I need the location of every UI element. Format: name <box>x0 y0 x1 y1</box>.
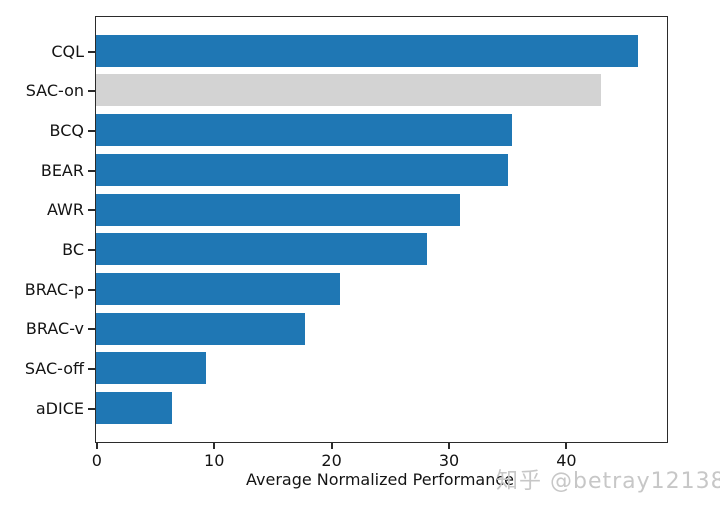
bar-BEAR <box>96 153 509 186</box>
xtick-label-20: 20 <box>321 451 342 470</box>
bar-BRAC-v <box>96 312 305 345</box>
ytick-label-SAC-on: SAC-on <box>25 81 84 101</box>
ytick-label-BC: BC <box>62 240 84 259</box>
ytick-mark <box>88 328 95 331</box>
ytick-label-aDICE: aDICE <box>35 398 84 418</box>
ytick-label-BRAC-v: BRAC-v <box>25 319 84 339</box>
xtick-label-0: 0 <box>91 451 102 470</box>
bar-CQL <box>96 34 639 67</box>
ytick-mark <box>88 90 95 93</box>
bar-SAC-off <box>96 352 207 385</box>
ytick-label-AWR: AWR <box>46 200 84 220</box>
x-axis-title: Average Normalized Performance <box>246 470 514 489</box>
ytick-mark <box>88 209 95 212</box>
xtick-mark <box>95 443 98 449</box>
xtick-label-10: 10 <box>204 451 225 470</box>
ytick-label-BCQ: BCQ <box>49 120 84 140</box>
ytick-mark <box>88 129 95 132</box>
ytick-mark <box>88 169 95 172</box>
ytick-label-BEAR: BEAR <box>40 160 84 180</box>
ytick-label-BRAC-p: BRAC-p <box>24 279 84 299</box>
bar-BCQ <box>96 114 512 147</box>
xtick-label-40: 40 <box>556 451 577 470</box>
bar-BRAC-p <box>96 272 341 305</box>
watermark: 知乎 @betray12138 <box>496 469 720 494</box>
xtick-mark <box>448 443 450 449</box>
bar-SAC-on <box>96 74 601 107</box>
plot-area <box>95 16 668 443</box>
xtick-mark <box>565 443 568 449</box>
xtick-mark <box>330 443 333 449</box>
ytick-mark <box>88 368 95 371</box>
xtick-label-30: 30 <box>438 451 460 470</box>
ytick-mark <box>88 249 95 251</box>
ytick-mark <box>88 407 95 410</box>
bar-BC <box>96 233 428 266</box>
ytick-mark <box>88 50 95 53</box>
bar-aDICE <box>96 392 173 424</box>
ytick-mark <box>88 288 95 291</box>
xtick-mark <box>213 443 216 449</box>
ytick-label-CQL: CQL <box>51 41 84 61</box>
bar-AWR <box>96 193 460 226</box>
ytick-label-SAC-off: SAC-off <box>24 359 84 379</box>
